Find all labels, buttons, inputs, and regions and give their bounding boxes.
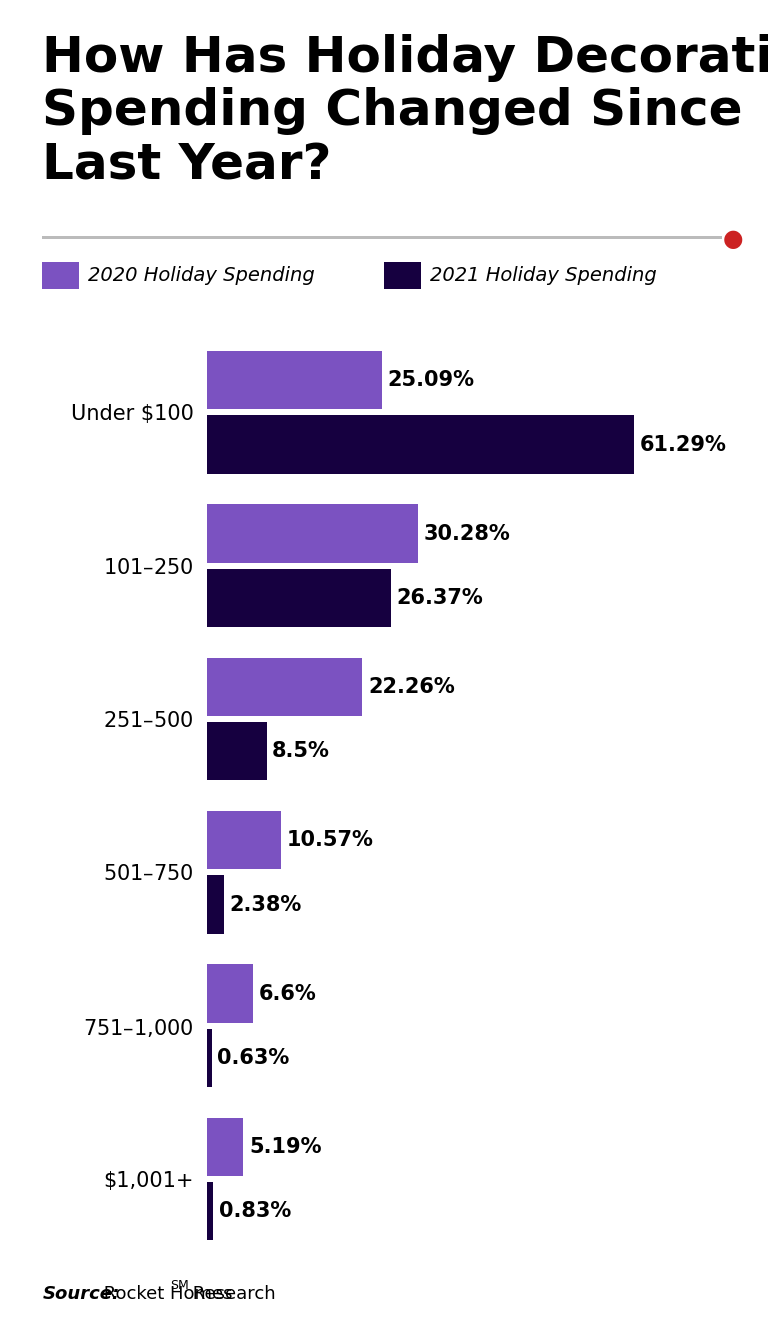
Text: 5.19%: 5.19% [249,1136,322,1156]
Bar [207,811,281,869]
Text: 0.63%: 0.63% [217,1048,290,1068]
Text: 6.6%: 6.6% [259,983,316,1003]
Text: SM: SM [170,1279,188,1292]
Text: 0.83%: 0.83% [219,1201,291,1221]
Text: 22.26%: 22.26% [368,677,455,697]
Bar [207,964,253,1022]
Text: 2020 Holiday Spending: 2020 Holiday Spending [88,266,315,285]
Text: 26.37%: 26.37% [396,588,483,608]
Bar [207,1029,212,1086]
Text: Spending Changed Since: Spending Changed Since [42,87,743,136]
Text: 2021 Holiday Spending: 2021 Holiday Spending [430,266,657,285]
Bar [207,505,419,563]
Text: 30.28%: 30.28% [424,524,511,544]
Text: Research: Research [187,1285,275,1303]
Bar [207,658,362,716]
Text: How Has Holiday Decoration: How Has Holiday Decoration [42,34,768,82]
Bar [207,723,266,780]
Text: 2.38%: 2.38% [230,894,302,915]
Text: ●: ● [723,227,743,251]
Bar [207,415,634,474]
Text: 8.5%: 8.5% [272,741,330,761]
Text: 25.09%: 25.09% [388,371,475,391]
Text: Source:: Source: [42,1285,120,1303]
Text: 61.29%: 61.29% [640,435,727,455]
Bar [207,1117,243,1176]
Bar [207,876,224,933]
Text: Rocket Homes: Rocket Homes [98,1285,232,1303]
Bar [207,351,382,410]
Bar [207,1182,214,1241]
Text: Last Year?: Last Year? [42,141,332,189]
Bar [207,569,391,627]
Text: 10.57%: 10.57% [286,830,373,850]
